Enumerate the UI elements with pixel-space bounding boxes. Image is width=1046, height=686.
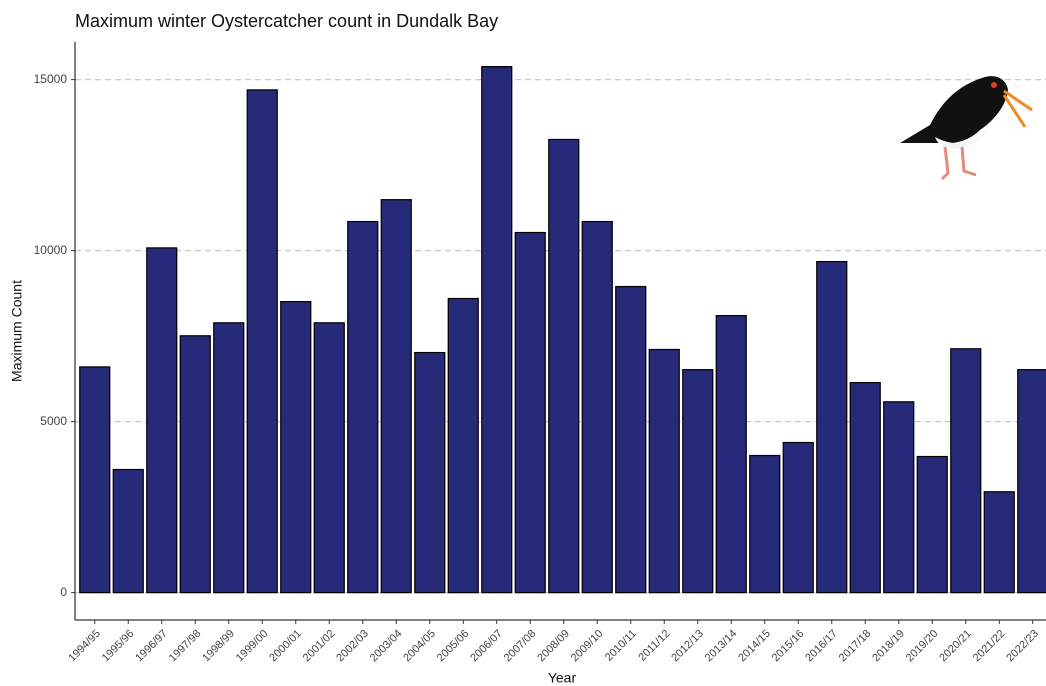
x-tick-label: 2008/09 <box>535 628 572 665</box>
y-tick-label: 10000 <box>34 243 68 257</box>
x-tick-label: 2000/01 <box>267 628 304 665</box>
bar <box>1017 369 1046 594</box>
bar <box>816 260 848 594</box>
x-tick-label: 2003/04 <box>368 628 405 665</box>
x-tick-label: 2016/17 <box>803 628 840 665</box>
x-tick-label: 2014/15 <box>736 628 773 665</box>
x-tick-label: 1994/95 <box>66 628 103 665</box>
x-axis-label: Year <box>548 670 577 686</box>
x-tick-label: 2013/14 <box>703 628 740 665</box>
bar <box>347 220 379 594</box>
bar <box>179 335 211 594</box>
bar <box>916 455 948 594</box>
bar <box>447 297 479 594</box>
bar <box>414 351 446 594</box>
bar <box>581 220 613 594</box>
x-tick-label: 2010/11 <box>603 628 639 664</box>
bar <box>849 382 881 594</box>
y-tick-label: 0 <box>60 585 67 599</box>
bar <box>648 348 680 594</box>
bar <box>146 247 178 594</box>
bar <box>548 138 580 594</box>
x-tick-label: 2015/16 <box>770 628 807 665</box>
x-tick-label: 2001/02 <box>301 628 338 665</box>
bar <box>481 66 513 594</box>
x-tick-label: 2019/20 <box>904 628 941 665</box>
x-tick-label: 2004/05 <box>401 628 438 665</box>
bars <box>79 66 1046 594</box>
x-tick-label: 1999/00 <box>234 628 271 665</box>
bar <box>950 348 982 594</box>
bar <box>514 231 546 594</box>
x-tick-label: 2020/21 <box>937 628 974 665</box>
bar <box>112 468 144 594</box>
bar <box>79 366 111 594</box>
x-tick-label: 2021/22 <box>971 628 1008 665</box>
bar <box>883 401 915 594</box>
x-tick-label: 2017/18 <box>837 628 874 665</box>
bar <box>615 285 647 594</box>
x-tick-label: 1998/99 <box>200 628 237 665</box>
x-tick-label: 1997/98 <box>167 628 204 665</box>
bar <box>782 441 814 594</box>
y-axis-label: Maximum Count <box>9 280 25 382</box>
bar <box>380 199 412 594</box>
y-tick-label: 5000 <box>40 414 67 428</box>
x-tick-label: 2005/06 <box>435 628 472 665</box>
bird-illustration <box>900 76 1033 181</box>
bar <box>213 322 245 594</box>
x-tick-label: 2022/23 <box>1004 628 1041 665</box>
bar <box>246 89 278 594</box>
bar <box>280 300 312 594</box>
bar <box>313 322 345 594</box>
x-tick-label: 1996/97 <box>133 628 170 665</box>
x-tick-label: 1995/96 <box>100 628 137 665</box>
x-tick-label: 2011/12 <box>636 628 672 664</box>
bar <box>983 491 1015 594</box>
bar <box>715 315 747 594</box>
x-tick-label: 2002/03 <box>334 628 371 665</box>
x-tick-label: 2012/13 <box>669 628 706 665</box>
y-tick-label: 15000 <box>34 72 68 86</box>
bar <box>749 454 781 594</box>
x-tick-label: 2006/07 <box>468 628 505 665</box>
x-tick-label: 2009/10 <box>569 628 606 665</box>
x-tick-label: 2007/08 <box>502 628 539 665</box>
bar <box>682 369 714 594</box>
x-tick-label: 2018/19 <box>870 628 907 665</box>
chart-title: Maximum winter Oystercatcher count in Du… <box>75 11 498 31</box>
